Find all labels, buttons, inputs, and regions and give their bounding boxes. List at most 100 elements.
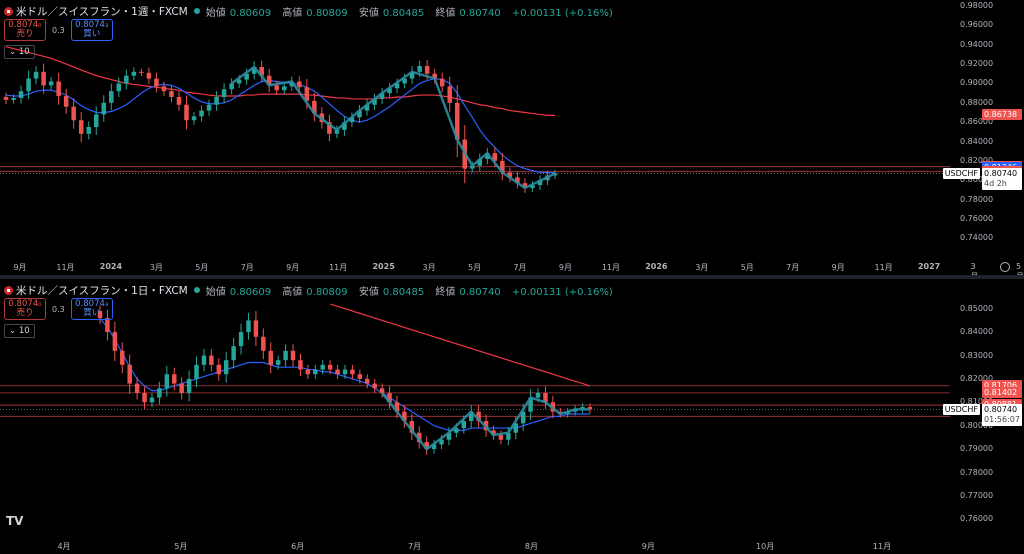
price-axis-tick: 0.81000 [960,397,994,407]
candle-body [342,122,347,130]
candle-body [342,369,348,375]
candle-body [127,364,132,384]
candle-body [101,102,107,115]
price-axis-tick: 0.82000 [960,155,994,165]
candle-body [537,180,543,186]
daily-legend: 米ドル／スイスフラン・1日・FXCM 始値 0.80609 高値 0.80809 安… [4,282,617,298]
candle-body [424,442,429,450]
candle-body [357,110,362,118]
candle-body [268,350,273,365]
buy-button[interactable]: 0.8074₃ 買い [70,298,113,320]
weekly-chart-pane[interactable]: 米ドル／スイスフラン・1週・FXCM 始値 0.80609 高値 0.80809 安… [0,0,1024,281]
candle-body [320,364,325,370]
candle-body [513,423,518,433]
trade-buttons: 0.8074₀ 売り 0.3 0.8074₃ 買い [4,19,113,41]
time-axis-label: 3月 [422,263,436,272]
candle-body [387,88,392,94]
candle-body [261,336,266,351]
candle-body [402,411,407,422]
time-axis-label: 2026 [645,262,668,271]
candle-body [216,364,222,375]
candle-body [394,83,400,89]
price-label-tag: 0.81706 [982,379,1022,391]
candle-body [78,120,84,134]
symbol-title[interactable]: 米ドル／スイスフラン・1週・FXCM [16,5,188,18]
candle-body [194,364,199,379]
candle-body [431,444,437,450]
candle-body [63,96,69,107]
candle-body [176,96,182,105]
daily-time-axis[interactable]: 4月 5月 6月 7月 8月 9月 10月 11月 [0,539,950,553]
price-axis-tick: 0.86000 [960,117,994,127]
candle-body [149,397,155,403]
candle-body [439,78,445,87]
candle-body [334,129,340,134]
current-price-box: 0.80740 4d 2h [982,168,1022,191]
candle-body [206,104,212,111]
candle-body [179,383,184,393]
price-axis-tick: 0.85000 [960,303,994,313]
time-axis-label: 5月 [174,542,188,551]
candle-body [543,392,548,403]
time-axis-label: 9月 [13,263,27,272]
time-axis-label: 9月 [558,263,572,272]
candle-body [93,114,99,127]
weekly-chart-canvas[interactable] [0,0,950,258]
indicator-toggle[interactable]: ⌄ 10 [4,324,35,338]
settings-icon[interactable] [1000,262,1010,272]
candle-body [48,81,54,86]
candle-body [86,127,91,134]
candle-body [454,102,460,140]
sell-button[interactable]: 0.8074₀ 売り [4,19,46,41]
candle-body [446,432,452,440]
candle-body [191,116,197,121]
buy-button[interactable]: 0.8074₃ 買い [70,19,113,41]
candle-body [297,81,302,88]
candle-body [112,332,118,351]
time-axis-label: 5月 [195,263,209,272]
tradingview-logo-icon[interactable]: TV [6,514,24,528]
time-axis-label: 9月 [831,263,845,272]
indicator-toggle[interactable]: ⌄ 10 [4,45,35,59]
symbol-price-tag: USDCHF [942,404,980,416]
candle-body [223,360,229,375]
daily-chart-canvas[interactable] [0,279,950,539]
candle-body [229,83,234,90]
price-axis-tick: 0.83000 [960,350,994,360]
candle-body [327,122,332,134]
price-axis-tick: 0.77000 [960,490,994,500]
price-axis-tick: 0.80000 [960,420,994,430]
price-axis-tick: 0.76000 [960,213,994,223]
candle-body [290,350,296,361]
candle-body [142,392,147,403]
chart-pattern-line [381,392,590,451]
daily-price-axis[interactable]: 0.85000 0.84000 0.83000 0.82000 0.81000 0.800… [942,279,1024,539]
time-axis-label: 2025 [372,262,395,271]
candle-body [379,93,385,99]
weekly-legend: 米ドル／スイスフラン・1週・FXCM 始値 0.80609 高値 0.80809 安… [4,3,617,19]
weekly-price-axis[interactable]: 0.98000 0.96000 0.94000 0.92000 0.90000 0.880… [942,0,1024,258]
candle-body [283,350,288,361]
price-axis-tick: 0.78000 [960,194,994,204]
weekly-time-axis[interactable]: 9月 11月 2024 3月 5月 7月 9月 11月 2025 3月 5月 7月 9月 11月 2026 3… [0,260,1024,281]
candle-body [417,66,422,72]
time-axis-label: 9月 [641,542,655,551]
candle-body [349,117,355,123]
price-label-tag: 0.86738 [982,109,1022,121]
candle-body [394,402,400,412]
candle-body [477,158,483,166]
candle-body [439,439,444,445]
sell-button[interactable]: 0.8074₀ 売り [4,298,46,320]
symbol-title[interactable]: 米ドル／スイスフラン・1日・FXCM [16,284,188,297]
moving-average-slow-line [5,46,555,116]
candle-body [124,75,129,84]
daily-chart-pane[interactable]: 米ドル／スイスフラン・1日・FXCM 始値 0.80609 高値 0.80809 安… [0,279,1024,554]
pane-divider[interactable] [0,275,1024,279]
currency-flag-icon [4,6,13,16]
candle-body [282,86,287,91]
candle-body [476,411,481,422]
time-axis-label: 7月 [408,542,422,551]
time-axis-label: 2027 [917,262,941,271]
candle-body [11,97,16,100]
candle-body [253,320,259,337]
